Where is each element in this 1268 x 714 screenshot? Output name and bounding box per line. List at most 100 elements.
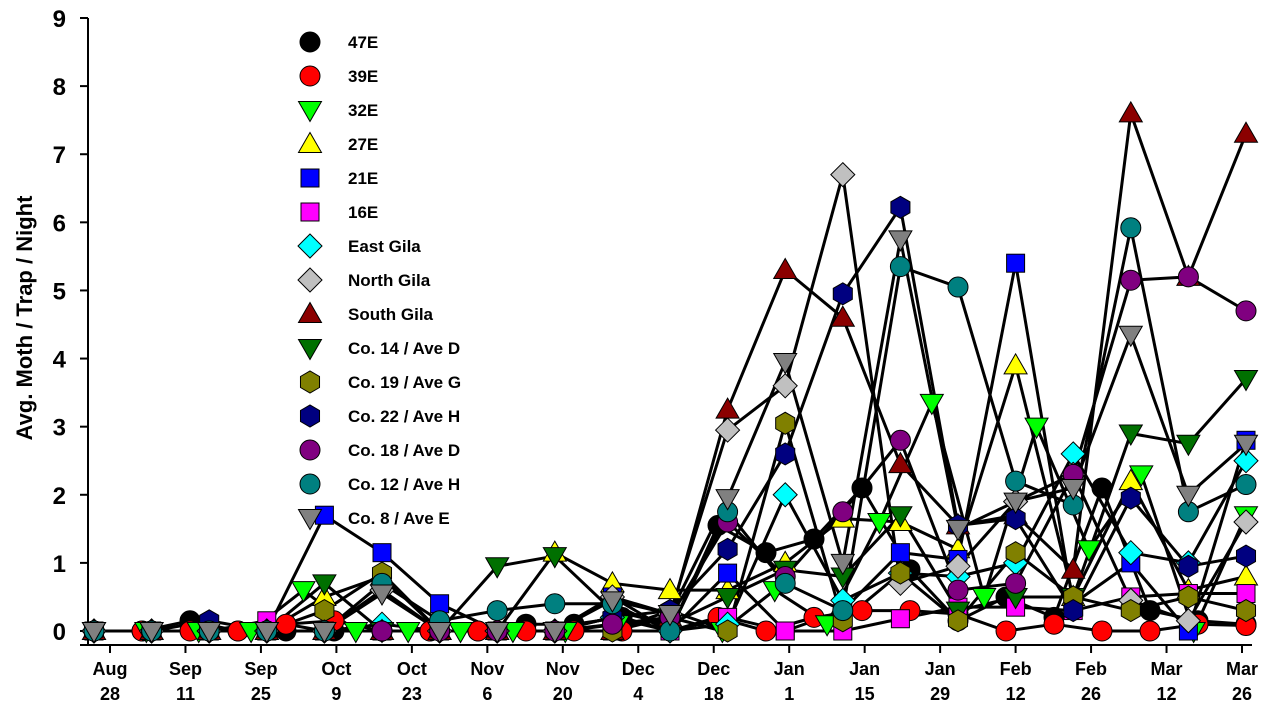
data-point-47e (1091, 477, 1113, 499)
data-point-co-12-ave-h (774, 572, 796, 594)
y-tick-label: 1 (53, 551, 66, 578)
x-tick-month: Nov (470, 659, 504, 679)
data-point-co-18-ave-d (832, 501, 854, 523)
data-point-co-8-ave-e (945, 519, 971, 542)
data-point-east-gila (772, 482, 798, 508)
legend-label-co-22-ave-h: Co. 22 / Ave H (348, 407, 460, 426)
legend-label-32e: 32E (348, 101, 378, 120)
x-tick-day: 4 (633, 684, 643, 704)
data-point-co-8-ave-e (1233, 434, 1259, 457)
data-point-co-12-ave-h (832, 600, 854, 622)
data-point-co-22-ave-h (775, 442, 796, 466)
legend-marker-27e (297, 131, 323, 153)
series-lines (94, 111, 1248, 633)
data-point-co-18-ave-d (1177, 266, 1199, 288)
data-point-co-22-ave-h (717, 537, 738, 561)
data-point-co-8-ave-e (600, 591, 625, 613)
data-point-co-18-ave-d (1235, 300, 1257, 322)
legend-marker-47e (299, 31, 321, 53)
data-point-21e (430, 594, 450, 614)
data-point-39e (1043, 613, 1065, 635)
legend: 47E 39E 32E 27E 21E 16E East Gila North Gila Sou… (297, 31, 461, 531)
data-point-south-gila (772, 257, 798, 280)
x-tick-day: 23 (402, 684, 422, 704)
data-point-co-8-ave-e (139, 622, 164, 644)
data-point-south-gila (1118, 100, 1144, 123)
legend-marker-co-8-ave-e (297, 509, 323, 531)
legend-marker-co-19-ave-g (299, 370, 321, 394)
x-tick-day: 29 (930, 684, 950, 704)
legend-label-16e: 16E (348, 203, 378, 222)
data-point-co-22-ave-h (1063, 598, 1084, 623)
x-tick-month: Sep (244, 659, 277, 679)
legend-marker-21e (300, 168, 320, 188)
legend-marker-32e (297, 101, 323, 123)
legend-label-co-12-ave-h: Co. 12 / Ave H (348, 475, 460, 494)
data-point-21e (372, 543, 392, 563)
data-point-39e (1091, 620, 1113, 642)
data-point-39e (995, 620, 1017, 642)
data-point-co-19-ave-g (1120, 598, 1141, 623)
data-point-east-gila (1233, 448, 1259, 474)
data-point-32e (343, 622, 369, 644)
data-point-co-18-ave-d (371, 620, 393, 642)
data-point-co-12-ave-h (1120, 217, 1142, 239)
data-point-co-22-ave-h (1120, 486, 1141, 510)
data-point-co-8-ave-e (369, 584, 395, 607)
data-point-co-12-ave-h (889, 256, 911, 278)
data-point-co-8-ave-e (1003, 492, 1028, 515)
x-tick-day: 20 (553, 684, 573, 704)
legend-marker-co-18-ave-d (299, 439, 321, 461)
x-tick-month: Mar (1226, 659, 1258, 679)
data-point-co-22-ave-h (832, 282, 853, 306)
x-tick-day: 11 (176, 684, 195, 704)
data-point-co-8-ave-e (657, 604, 683, 627)
data-point-co-8-ave-e (715, 489, 740, 511)
data-point-21e (890, 543, 910, 563)
data-point-co-14-ave-d (484, 557, 510, 579)
data-point-47e (851, 477, 873, 499)
x-tick-day: 1 (784, 684, 794, 704)
data-point-co-18-ave-d (1005, 572, 1027, 594)
x-tick-month: Oct (397, 659, 427, 679)
x-tick-month: Jan (849, 659, 880, 679)
data-point-co-12-ave-h (1235, 474, 1257, 496)
legend-label-co-19-ave-g: Co. 19 / Ave G (348, 373, 461, 392)
data-point-co-18-ave-d (1120, 269, 1142, 291)
data-point-32e (919, 393, 945, 416)
data-point-co-8-ave-e (254, 622, 280, 644)
legend-marker-16e (300, 202, 320, 222)
x-tick-day: 9 (331, 684, 341, 704)
y-tick-label: 5 (53, 278, 66, 305)
series-line-south-gila (94, 111, 1248, 633)
data-point-27e (657, 577, 683, 600)
data-point-27e (1003, 352, 1028, 375)
data-point-co-22-ave-h (1005, 507, 1026, 531)
data-point-47e (1139, 600, 1161, 622)
data-point-north-gila (830, 161, 856, 188)
x-tick-month: Aug (93, 659, 128, 679)
data-point-south-gila (830, 305, 856, 327)
legend-marker-co-14-ave-d (297, 339, 323, 361)
data-point-32e (1024, 417, 1049, 440)
data-point-co-8-ave-e (772, 352, 798, 375)
y-tick-label: 0 (53, 619, 66, 646)
data-point-21e (718, 563, 738, 583)
x-tick-month: Sep (169, 659, 202, 679)
x-tick-month: Mar (1151, 659, 1183, 679)
legend-marker-39e (299, 65, 321, 87)
data-point-co-19-ave-g (1235, 598, 1257, 623)
data-point-north-gila (1233, 509, 1259, 535)
x-tick-day: 12 (1006, 684, 1026, 704)
data-point-co-14-ave-d (1118, 424, 1144, 446)
x-tick-month: Dec (697, 659, 730, 679)
data-point-39e (755, 620, 777, 642)
x-tick-month: Dec (622, 659, 655, 679)
data-point-co-8-ave-e (1060, 478, 1086, 501)
legend-marker-south-gila (297, 301, 323, 323)
y-tick-label: 4 (53, 347, 67, 374)
x-tick-month: Nov (546, 659, 580, 679)
data-point-south-gila (715, 397, 740, 419)
x-tick-month: Feb (1000, 659, 1032, 679)
data-point-27e (1233, 564, 1259, 586)
